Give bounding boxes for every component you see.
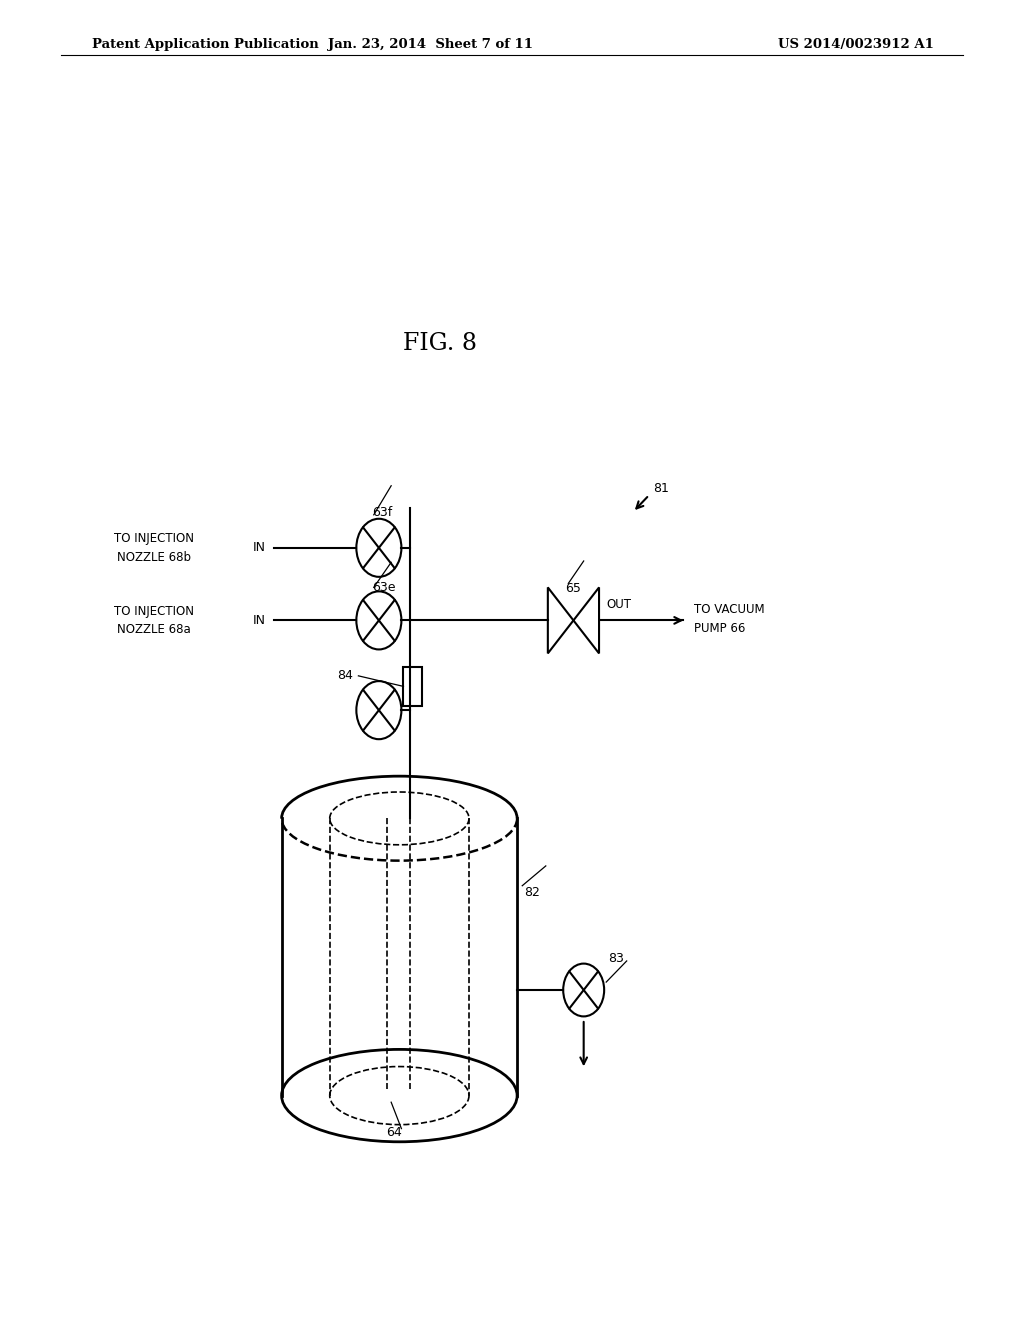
Text: Jan. 23, 2014  Sheet 7 of 11: Jan. 23, 2014 Sheet 7 of 11 bbox=[328, 38, 532, 51]
Text: FIG. 8: FIG. 8 bbox=[403, 331, 477, 355]
Text: 65: 65 bbox=[565, 582, 582, 595]
Text: 63f: 63f bbox=[372, 506, 392, 519]
Text: 81: 81 bbox=[653, 482, 670, 495]
Text: IN: IN bbox=[253, 541, 266, 554]
Bar bbox=[403, 667, 422, 706]
Text: TO VACUUM: TO VACUUM bbox=[694, 603, 765, 616]
Text: TO INJECTION: TO INJECTION bbox=[114, 605, 194, 618]
Text: IN: IN bbox=[253, 614, 266, 627]
Text: NOZZLE 68b: NOZZLE 68b bbox=[117, 550, 190, 564]
Text: Patent Application Publication: Patent Application Publication bbox=[92, 38, 318, 51]
Text: TO INJECTION: TO INJECTION bbox=[114, 532, 194, 545]
Text: OUT: OUT bbox=[606, 598, 631, 611]
Text: 83: 83 bbox=[608, 952, 625, 965]
Text: PUMP 66: PUMP 66 bbox=[694, 622, 745, 635]
Text: 84: 84 bbox=[337, 669, 353, 682]
Text: 63e: 63e bbox=[372, 581, 395, 594]
Text: 82: 82 bbox=[524, 886, 541, 899]
Text: NOZZLE 68a: NOZZLE 68a bbox=[117, 623, 190, 636]
Text: 64: 64 bbox=[386, 1126, 402, 1139]
Text: US 2014/0023912 A1: US 2014/0023912 A1 bbox=[778, 38, 934, 51]
